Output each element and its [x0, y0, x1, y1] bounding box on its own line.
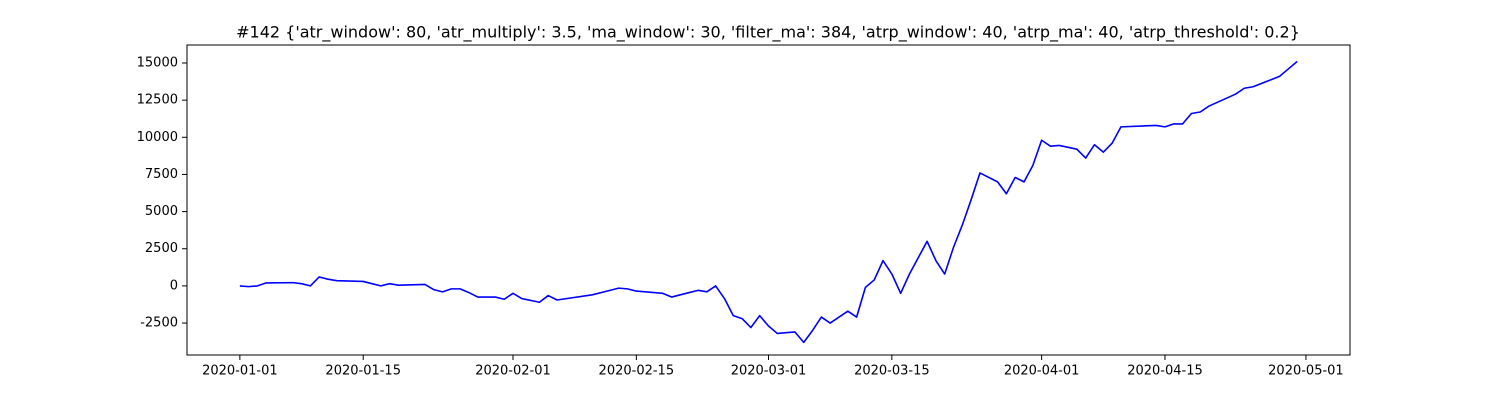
chart-title: #142 {'atr_window': 80, 'atr_multiply': …	[236, 23, 1300, 43]
y-tick-label: 7500	[145, 167, 178, 182]
x-tick-label: 2020-01-15	[325, 364, 401, 379]
y-tick-label: -2500	[140, 316, 178, 331]
y-tick-label: 10000	[137, 130, 178, 145]
data-line	[239, 60, 1298, 344]
y-tick-label: 2500	[145, 241, 178, 256]
x-tick-label: 2020-01-01	[202, 364, 278, 379]
x-tick-label: 2020-02-15	[599, 364, 675, 379]
y-tick-label: 12500	[137, 93, 178, 108]
x-tick-label: 2020-04-15	[1127, 364, 1203, 379]
x-tick-label: 2020-02-01	[475, 364, 551, 379]
y-tick-label: 5000	[145, 204, 178, 219]
x-tick-label: 2020-03-01	[731, 364, 807, 379]
y-tick-label: 0	[170, 278, 178, 293]
x-tick-label: 2020-03-15	[854, 364, 930, 379]
x-tick-label: 2020-04-01	[1004, 364, 1080, 379]
y-tick-label: 15000	[137, 55, 178, 70]
x-tick-label: 2020-05-01	[1268, 364, 1344, 379]
